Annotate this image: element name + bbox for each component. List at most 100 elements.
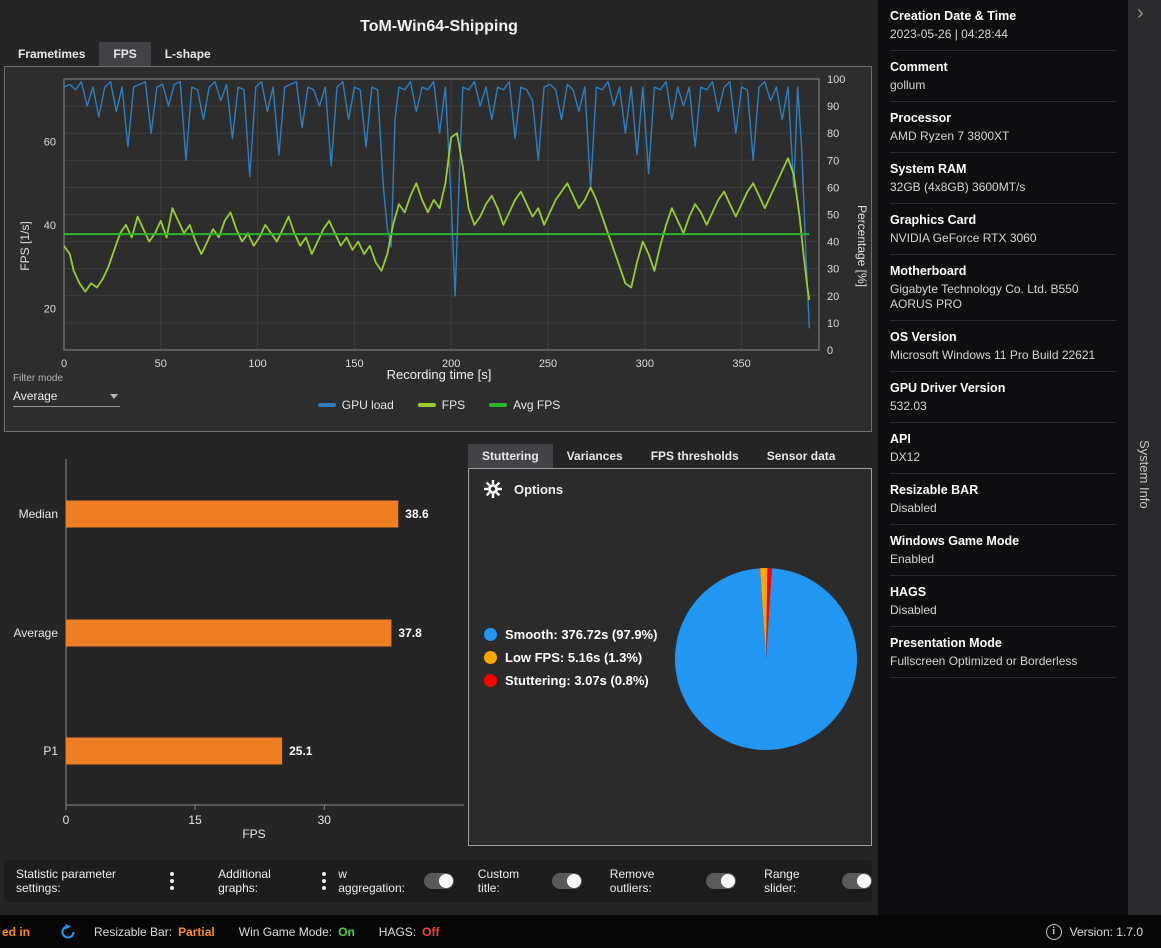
svg-text:20: 20 <box>827 291 839 303</box>
tab-l-shape[interactable]: L-shape <box>164 47 211 61</box>
sync-icon <box>61 923 75 938</box>
pie-legend-dot <box>484 651 497 664</box>
custom-title-toggle[interactable] <box>551 873 582 889</box>
svg-text:150: 150 <box>345 358 363 370</box>
bottom-toolbar: Statistic parameter settings: Additional… <box>4 860 873 902</box>
legend-label: Avg FPS <box>513 398 561 412</box>
sidebar-item-label: Windows Game Mode <box>890 534 1020 548</box>
svg-text:350: 350 <box>732 358 750 370</box>
sidebar-item-label: Resizable BAR <box>890 483 979 497</box>
status-bar: ed in Resizable Bar: Partial Win Game Mo… <box>0 915 1161 948</box>
sidebar-item-value: 32GB (4x8GB) 3600MT/s <box>890 180 1026 194</box>
aggregation-toggle[interactable] <box>423 873 454 889</box>
svg-text:60: 60 <box>827 182 839 194</box>
tab-stuttering[interactable]: Stuttering <box>468 444 553 468</box>
gear-icon <box>484 480 502 498</box>
legend-label: GPU load <box>341 398 394 412</box>
sidebar-item-value: gollum <box>890 78 926 92</box>
sidebar-item-value: NVIDIA GeForce RTX 3060 <box>890 231 1037 245</box>
y-axis-label-right: Percentage [%] <box>855 204 869 288</box>
sidebar-item: Processor AMD Ryzen 7 3800XT <box>890 102 1116 153</box>
sidebar-item: Comment gollum <box>890 51 1116 102</box>
filter-mode-label: Filter mode <box>13 373 64 384</box>
info-icon: i <box>1045 923 1062 940</box>
range-slider-toggle[interactable] <box>842 873 873 889</box>
stats-bar-chart: 0 15 30 Median 38.6 Average 37.8 P1 25.1 FPS <box>14 459 464 841</box>
options-label: Options <box>514 481 564 497</box>
svg-text:15: 15 <box>188 813 202 827</box>
sidebar-item-label: API <box>890 432 911 446</box>
tab-sensor-data[interactable]: Sensor data <box>766 449 836 463</box>
tab-fps[interactable]: FPS <box>99 42 151 66</box>
sidebar-item-value: 2023-05-26 | 04:28:44 <box>890 27 1008 41</box>
legend-label: FPS <box>441 398 466 412</box>
svg-text:100: 100 <box>248 358 266 370</box>
legend-swatch <box>417 403 436 407</box>
sidebar-item-label: Comment <box>890 60 948 74</box>
svg-text:FPS: FPS <box>242 827 265 841</box>
collapse-chevron-icon[interactable]: › <box>1137 2 1144 24</box>
hags-value: Off <box>422 924 440 939</box>
sidebar-item-value: Enabled <box>890 552 935 566</box>
sidebar-item: Motherboard Gigabyte Technology Co. Ltd. … <box>890 255 1116 321</box>
sidebar-item-value: Gigabyte Technology Co. Ltd. B550 AORUS … <box>890 282 1079 311</box>
svg-text:37.8: 37.8 <box>398 626 422 640</box>
sidebar-item: API DX12 <box>890 423 1116 474</box>
sidebar-item-value: DX12 <box>890 450 921 464</box>
sidebar-item-value: Disabled <box>890 501 937 515</box>
stat-settings-label: Statistic parameter settings: <box>16 867 117 895</box>
range-slider-label: Range slider: <box>764 867 800 895</box>
legend-swatch <box>489 403 508 407</box>
tab-frametimes[interactable]: Frametimes <box>18 47 86 61</box>
remove-outliers-toggle[interactable] <box>706 873 737 889</box>
options-button[interactable]: Options <box>483 479 563 499</box>
pie-legend-item: Stuttering: 3.07s (0.8%) <box>484 673 657 688</box>
sidebar-item-label: Processor <box>890 111 952 125</box>
tab-fps-thresholds[interactable]: FPS thresholds <box>650 449 739 463</box>
svg-text:50: 50 <box>827 210 839 222</box>
sidebar-item-label: GPU Driver Version <box>890 381 1006 395</box>
svg-text:30: 30 <box>318 813 332 827</box>
remove-outliers-label: Remove outliers: <box>609 867 655 895</box>
svg-text:30: 30 <box>827 264 839 276</box>
svg-text:200: 200 <box>442 358 460 370</box>
sidebar-item: Presentation Mode Fullscreen Optimized or… <box>890 627 1116 678</box>
svg-text:25.1: 25.1 <box>289 744 313 758</box>
sidebar-item-label: Motherboard <box>890 264 967 278</box>
additional-graphs-menu-icon[interactable] <box>320 870 328 892</box>
svg-text:60: 60 <box>44 137 56 149</box>
svg-text:250: 250 <box>539 358 557 370</box>
sidebar-item: Graphics Card NVIDIA GeForce RTX 3060 <box>890 204 1116 255</box>
custom-title-label: Custom title: <box>477 867 520 895</box>
chevron-down-icon <box>110 393 118 399</box>
pie-legend-label: Smooth: 376.72s (97.9%) <box>505 627 658 642</box>
svg-text:0: 0 <box>63 813 70 827</box>
y-axis-label-left: FPS [1/s] <box>18 221 32 271</box>
svg-text:Median: Median <box>19 507 58 521</box>
pie-legend-item: Low FPS: 5.16s (1.3%) <box>484 650 657 665</box>
svg-text:90: 90 <box>827 101 839 113</box>
win-game-mode-label: Win Game Mode: <box>238 924 333 939</box>
system-info-title: System Info <box>1137 440 1152 509</box>
main-tabs: Frametimes FPS L-shape <box>4 42 225 66</box>
filter-mode-select[interactable]: Average <box>13 386 120 407</box>
sidebar-item-value: Microsoft Windows 11 Pro Build 22621 <box>890 348 1096 362</box>
svg-text:0: 0 <box>827 345 833 357</box>
sidebar-item: System RAM 32GB (4x8GB) 3600MT/s <box>890 153 1116 204</box>
svg-text:100: 100 <box>827 74 845 86</box>
svg-text:80: 80 <box>827 128 839 140</box>
sidebar-item-label: HAGS <box>890 585 927 599</box>
legend-item: FPS <box>417 398 466 412</box>
version-text: Version: 1.7.0 <box>1069 924 1143 939</box>
stat-settings-menu-icon[interactable] <box>168 870 176 892</box>
sidebar-item: HAGS Disabled <box>890 576 1116 627</box>
svg-text:40: 40 <box>44 220 56 232</box>
svg-text:10: 10 <box>827 318 839 330</box>
x-axis-label: Recording time [s] <box>386 367 492 382</box>
pie-legend-dot <box>484 628 497 641</box>
sidebar-item: Creation Date & Time 2023-05-26 | 04:28:4… <box>890 0 1116 51</box>
filter-mode-block: Filter mode Average <box>13 373 120 407</box>
sidebar-item-value: AMD Ryzen 7 3800XT <box>890 129 1010 143</box>
sidebar-item-value: Disabled <box>890 603 937 617</box>
tab-variances[interactable]: Variances <box>566 449 623 463</box>
